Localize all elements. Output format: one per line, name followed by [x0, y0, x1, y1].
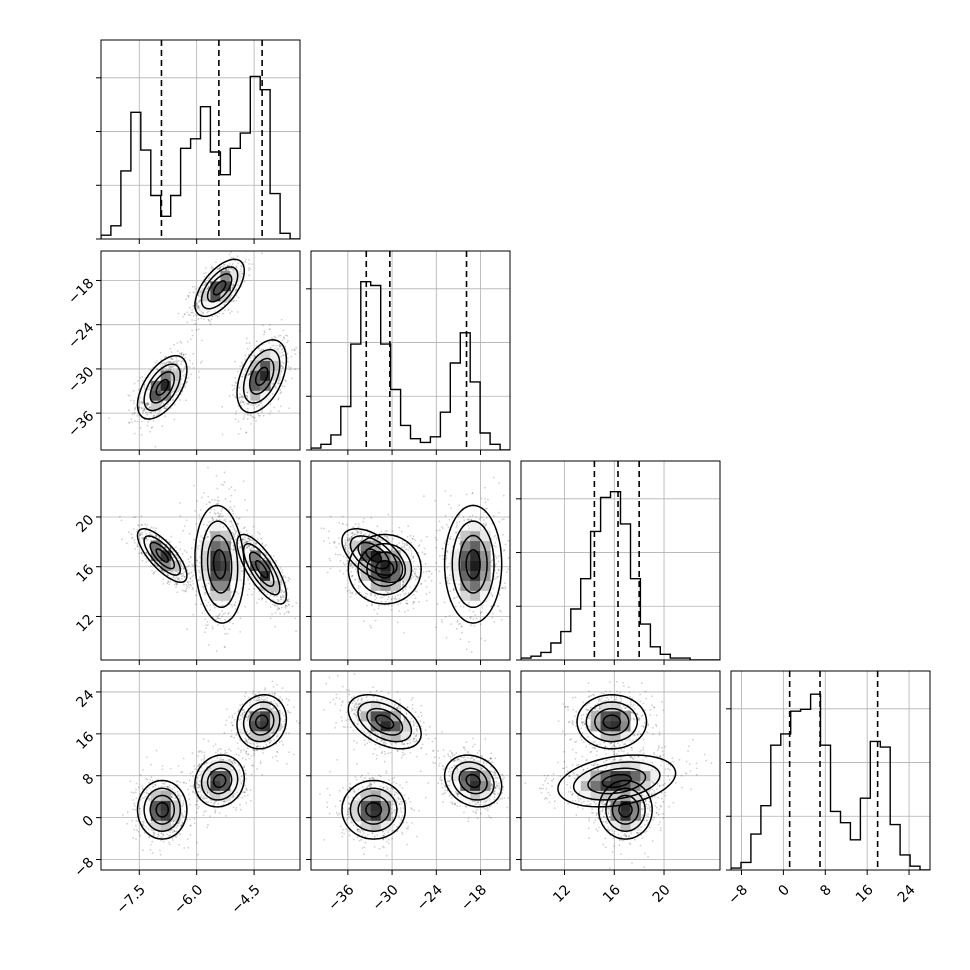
- y-tick-label: 12: [73, 612, 97, 636]
- x-tick-label: 16: [853, 882, 877, 906]
- contour-lines: [341, 694, 503, 840]
- histogram-step: [731, 693, 930, 870]
- histogram-step: [521, 491, 720, 660]
- histogram-step: [101, 75, 300, 239]
- y-tick-label: 8: [80, 771, 98, 789]
- x-tick-label: −30: [370, 882, 402, 914]
- gridlines: [521, 461, 720, 660]
- histogram-panel-1: [306, 250, 511, 455]
- y-tick-label: 24: [73, 687, 97, 711]
- x-tick-label: −8: [725, 882, 751, 908]
- y-tick-label: −30: [65, 364, 97, 396]
- y-tick-label: 20: [73, 512, 97, 536]
- y-tick-label: 16: [73, 729, 97, 753]
- scatter-panel-2-1: [306, 460, 511, 665]
- scatter-panel-3-2: [516, 670, 721, 875]
- contour-lines: [136, 258, 288, 420]
- contour-lines: [136, 694, 288, 840]
- scatter-panel-3-0: [96, 670, 301, 875]
- x-tick-label: −18: [458, 882, 490, 914]
- x-tick-label: 12: [550, 882, 574, 906]
- contour-lines: [136, 504, 288, 624]
- histogram-step: [311, 281, 510, 450]
- y-tick-label: −18: [65, 276, 97, 308]
- scatter-panel-3-1: [306, 670, 511, 875]
- x-tick-label: 16: [600, 882, 624, 906]
- x-tick-label: 0: [775, 882, 793, 900]
- histogram-panel-0: [96, 39, 301, 244]
- x-tick-label: −7.5: [114, 882, 149, 917]
- gridlines: [101, 671, 300, 870]
- gridlines: [311, 251, 510, 450]
- x-tick-label: −4.5: [228, 882, 263, 917]
- contour-lines: [557, 694, 677, 840]
- scatter-points: [108, 251, 300, 448]
- density-shading: [140, 520, 281, 601]
- x-tick-label: −24: [414, 882, 446, 914]
- histogram-panel-3: [726, 670, 931, 875]
- x-tick-label: 24: [895, 882, 919, 906]
- histogram-panel-2: [516, 460, 721, 665]
- scatter-panel-1-0: [96, 250, 301, 455]
- y-tick-label: −36: [65, 408, 97, 440]
- scatter-panel-2-0: [96, 460, 301, 665]
- y-tick-label: −8: [71, 855, 97, 881]
- x-tick-label: 20: [650, 882, 674, 906]
- x-tick-label: −6.0: [171, 882, 206, 917]
- density-shading: [140, 270, 281, 411]
- density-shading: [570, 700, 661, 831]
- x-tick-label: 8: [817, 882, 835, 900]
- y-tick-label: 16: [73, 562, 97, 586]
- y-tick-label: −24: [65, 320, 97, 352]
- contour-lines: [341, 504, 503, 624]
- x-tick-label: −36: [325, 882, 357, 914]
- y-tick-label: 0: [80, 813, 98, 831]
